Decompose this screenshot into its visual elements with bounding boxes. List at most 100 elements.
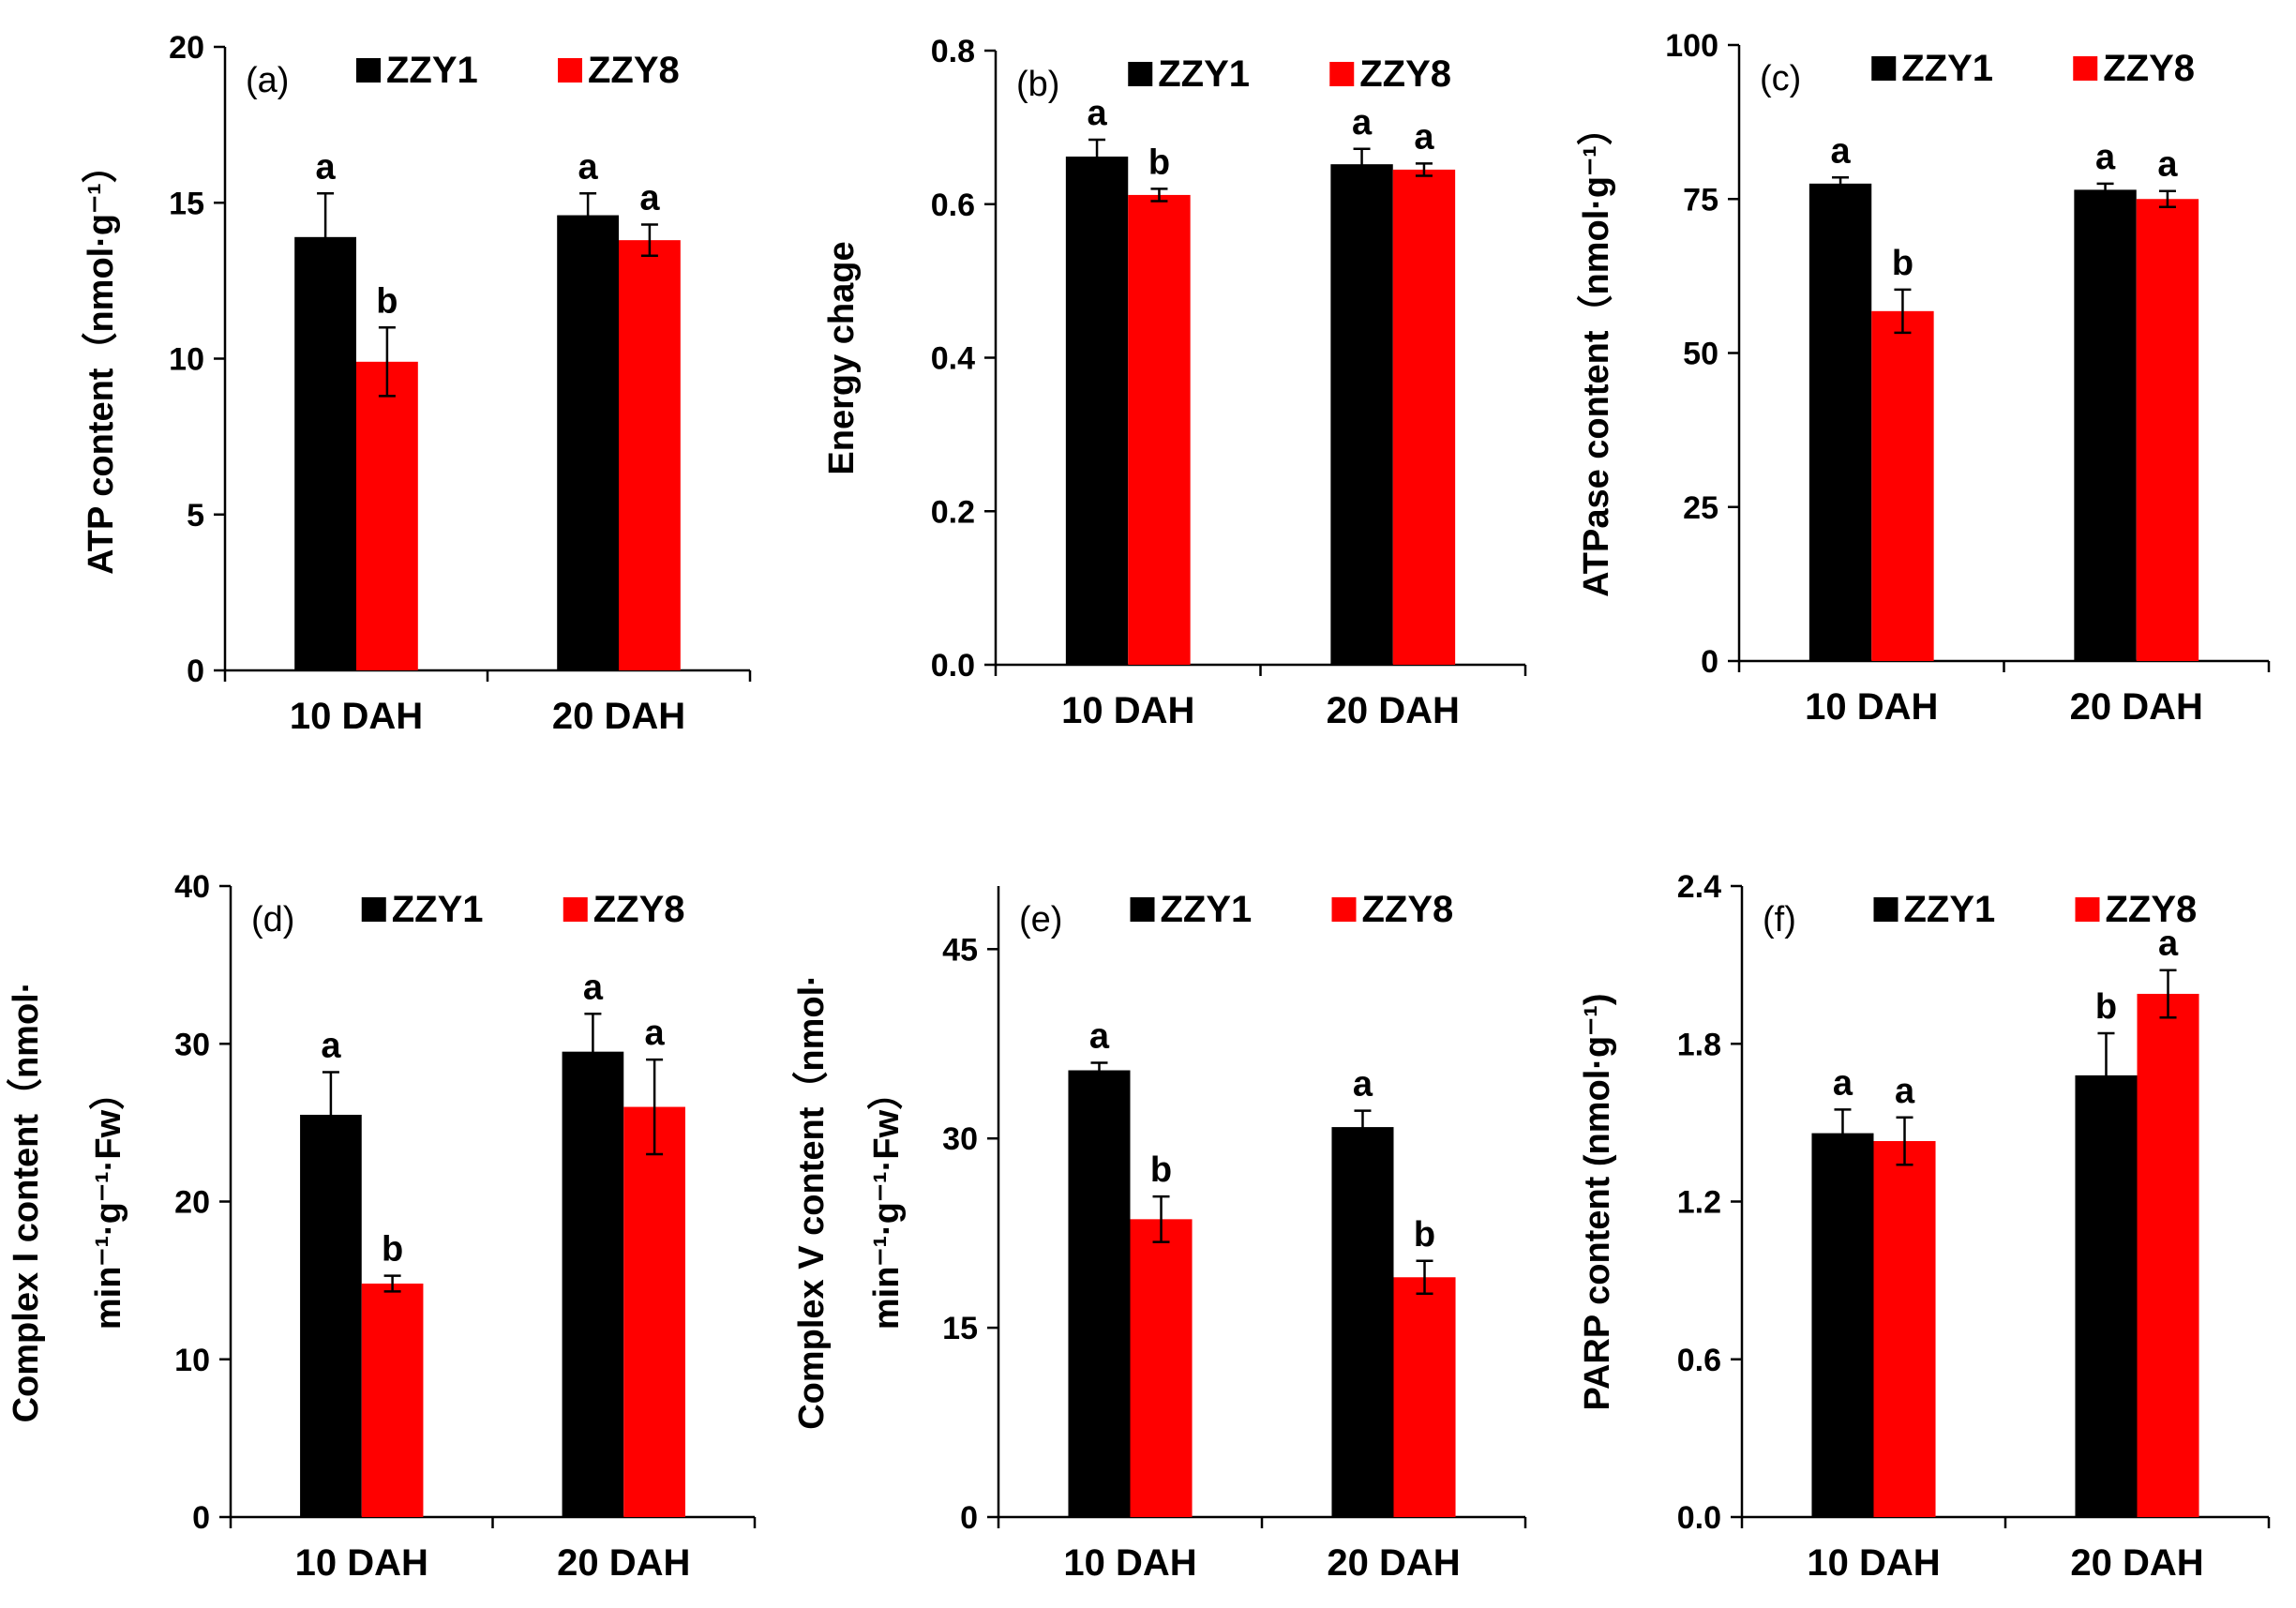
y-tick-label: 0.0 (931, 648, 975, 684)
x-category-label: 20 DAH (1327, 1542, 1460, 1584)
bar-zzy8 (1393, 1277, 1456, 1517)
bar-zzy8 (619, 240, 681, 670)
significance-letter: b (1148, 143, 1170, 182)
y-tick-label: 5 (187, 498, 204, 533)
significance-letter: b (1414, 1215, 1435, 1255)
significance-letter: a (578, 147, 599, 187)
x-category-label: 10 DAH (1063, 1542, 1196, 1584)
legend-swatch-zzy1 (356, 58, 381, 83)
bar-zzy1 (1330, 164, 1393, 666)
panel-letter: (b) (1016, 65, 1059, 104)
y-tick-label: 1.8 (1677, 1027, 1721, 1062)
significance-letter: a (583, 968, 604, 1007)
significance-letter: a (1087, 94, 1107, 133)
legend-label-zzy8: ZZY8 (2106, 889, 2198, 930)
y-tick-label: 0.0 (1677, 1500, 1721, 1536)
legend-swatch-zzy1 (1873, 897, 1898, 922)
chart-panel-c: 0 25 50 75 100 10 DAH 20 DAH a b a a (c) ZZY1 ZZY8 ATP… (1577, 28, 2271, 728)
y-tick-label: 0 (187, 654, 204, 689)
legend-swatch-zzy1 (361, 897, 386, 922)
y-tick-label: 10 (174, 1343, 210, 1378)
y-tick-label: 0.6 (931, 188, 975, 223)
panel-letter: (c) (1760, 59, 1801, 98)
chart-panel-e: 0 15 30 45 10 DAH 20 DAH a b a b (e) ZZY1 ZZY8 Comple… (792, 886, 1527, 1584)
bar-zzy1 (2074, 189, 2137, 661)
x-category-label: 20 DAH (2070, 1542, 2203, 1584)
y-tick-label: 1.2 (1677, 1185, 1721, 1221)
panel-letter: (f) (1763, 900, 1796, 939)
significance-letter: a (1830, 131, 1851, 171)
significance-letter: a (321, 1027, 341, 1066)
x-category-label: 10 DAH (1807, 1542, 1940, 1584)
y-tick-label: 0 (1701, 644, 1718, 680)
y-tick-label: 0.8 (931, 34, 975, 69)
legend-label-zzy8: ZZY8 (588, 50, 680, 91)
significance-letter: a (2157, 145, 2178, 185)
bar-zzy1 (562, 1051, 624, 1517)
legend-swatch-zzy1 (1871, 56, 1897, 81)
bar-zzy1 (294, 236, 356, 670)
legend-label-zzy1: ZZY1 (392, 889, 484, 930)
legend-swatch-zzy8 (2073, 56, 2098, 81)
bar-zzy8 (1392, 169, 1456, 665)
significance-letter: a (1352, 103, 1373, 143)
x-category-label: 20 DAH (2070, 686, 2203, 728)
x-category-label: 20 DAH (552, 696, 685, 737)
chart-panel-a: 0 5 10 15 20 10 DAH 20 DAH a b a a (a) ZZY1 ZZY8 ATP c… (82, 30, 752, 737)
panel-letter: (d) (251, 900, 294, 939)
y-tick-label: 0.4 (931, 341, 975, 377)
chart-panel-d: 0 10 20 30 40 10 DAH 20 DAH a b a a (d) ZZY1 ZZY8 Comp… (7, 869, 757, 1584)
significance-letter: a (2158, 924, 2179, 964)
y-axis-title: PARP content (nmol·g⁻¹) (1578, 993, 1617, 1410)
legend-swatch-zzy1 (1128, 62, 1153, 86)
significance-letter: a (645, 1014, 666, 1053)
y-tick-label: 75 (1683, 182, 1718, 218)
significance-letter: a (2095, 138, 2116, 177)
legend-label-zzy8: ZZY8 (593, 889, 685, 930)
bar-zzy1 (2075, 1075, 2138, 1517)
significance-letter: b (1892, 244, 1913, 283)
y-tick-label: 20 (169, 30, 204, 66)
x-category-label: 20 DAH (1327, 690, 1460, 731)
significance-letter: b (2095, 987, 2117, 1027)
legend-label-zzy8: ZZY8 (2103, 48, 2195, 89)
bar-zzy8 (1128, 194, 1191, 666)
y-tick-label: 15 (169, 186, 204, 221)
significance-letter: a (1089, 1016, 1110, 1056)
bar-zzy8 (356, 361, 418, 670)
legend-swatch-zzy8 (2075, 897, 2100, 922)
significance-letter: a (1353, 1065, 1373, 1105)
y-tick-label: 0 (960, 1500, 978, 1536)
legend-swatch-zzy8 (1331, 897, 1357, 922)
legend-label-zzy1: ZZY1 (1904, 889, 1996, 930)
significance-letter: a (1895, 1072, 1915, 1111)
legend-swatch-zzy8 (563, 897, 588, 922)
y-axis-title: Complex V content（nmol· (792, 974, 832, 1430)
x-category-label: 10 DAH (290, 696, 423, 737)
significance-letter: a (1414, 117, 1434, 157)
legend-label-zzy1: ZZY1 (1161, 889, 1253, 930)
significance-letter: a (316, 147, 337, 187)
significance-letter: b (376, 281, 398, 321)
bar-zzy1 (1068, 1070, 1131, 1517)
y-axis-title-line2: min⁻¹·g⁻¹·Fw） (89, 1075, 128, 1330)
x-category-label: 10 DAH (1061, 690, 1194, 731)
y-axis-title: ATPase content（nmol·g⁻¹） (1577, 110, 1616, 597)
significance-letter: a (639, 179, 660, 218)
significance-letter: a (1833, 1063, 1853, 1103)
bar-zzy8 (361, 1283, 424, 1517)
bar-zzy8 (1871, 310, 1934, 661)
bar-zzy1 (1811, 1133, 1874, 1517)
y-tick-label: 0.2 (931, 494, 975, 530)
x-category-label: 10 DAH (295, 1542, 428, 1584)
y-tick-label: 20 (174, 1185, 210, 1221)
legend-label-zzy1: ZZY1 (1158, 53, 1250, 95)
x-category-label: 10 DAH (1805, 686, 1938, 728)
y-tick-label: 15 (942, 1311, 978, 1346)
legend-label-zzy1: ZZY1 (386, 50, 478, 91)
y-tick-label: 45 (942, 932, 978, 968)
bar-zzy8 (2137, 993, 2199, 1517)
bar-zzy8 (2136, 199, 2199, 661)
y-tick-label: 100 (1665, 28, 1718, 64)
